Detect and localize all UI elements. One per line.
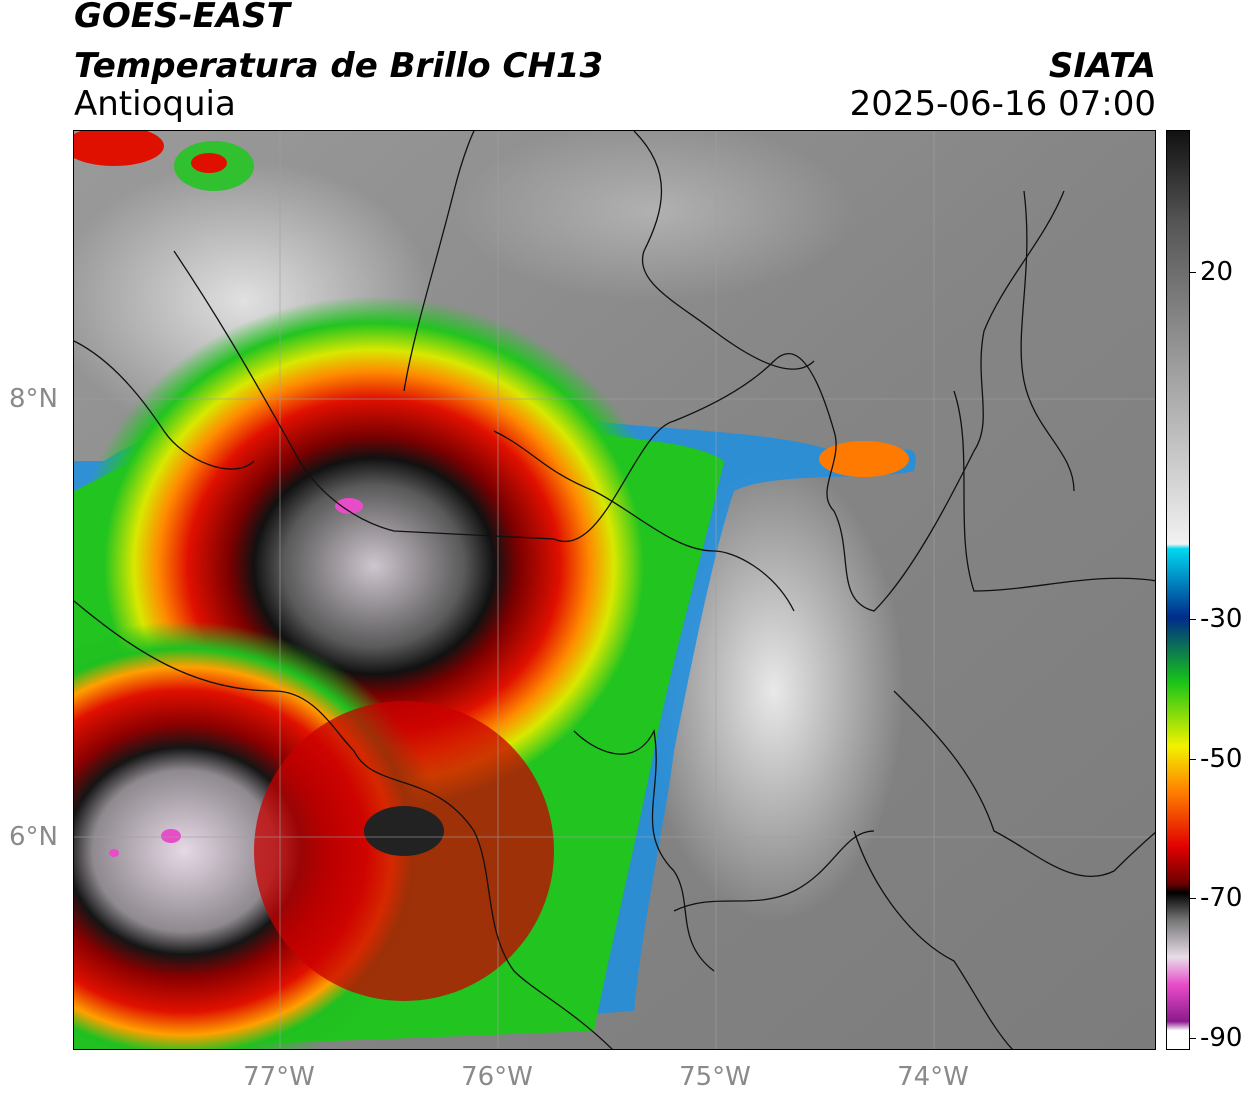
coldest-top — [335, 498, 363, 514]
colorbar-tick — [1190, 759, 1196, 760]
satellite-map — [73, 130, 1156, 1050]
colorbar — [1166, 130, 1190, 1050]
satellite-title: GOES-EAST — [74, 0, 290, 36]
colorbar-tick — [1190, 272, 1196, 273]
cloud-tongue — [191, 153, 227, 173]
lon-label-75w: 75°W — [679, 1062, 751, 1092]
product-title: Temperatura de Brillo CH13 — [74, 46, 604, 86]
agency-label: SIATA — [1048, 46, 1156, 86]
storm-cell — [364, 806, 444, 856]
datetime-label: 2025-06-16 07:00 — [849, 84, 1156, 124]
colorbar-tick — [1190, 898, 1196, 899]
lon-label-77w: 77°W — [243, 1062, 315, 1092]
lon-label-74w: 74°W — [897, 1062, 969, 1092]
coldest-top — [109, 849, 119, 857]
coldest-top — [161, 829, 181, 843]
colorbar-label-20: 20 — [1200, 257, 1234, 287]
lat-label-8n: 8°N — [9, 384, 58, 414]
colorbar-label-minus50: -50 — [1200, 744, 1243, 774]
colorbar-label-minus90: -90 — [1200, 1023, 1243, 1053]
colorbar-label-minus30: -30 — [1200, 604, 1243, 634]
region-label: Antioquia — [74, 84, 236, 124]
lat-label-6n: 6°N — [9, 822, 58, 852]
borders — [74, 131, 1155, 1049]
colorbar-tick — [1190, 619, 1196, 620]
lon-label-76w: 76°W — [461, 1062, 533, 1092]
graticule — [74, 131, 1155, 1049]
colorbar-tick — [1190, 1038, 1196, 1039]
colorbar-label-minus70: -70 — [1200, 883, 1243, 913]
cloud-tongue — [819, 441, 909, 477]
cloud-tongue — [74, 131, 164, 166]
cloud-glow — [454, 131, 854, 301]
